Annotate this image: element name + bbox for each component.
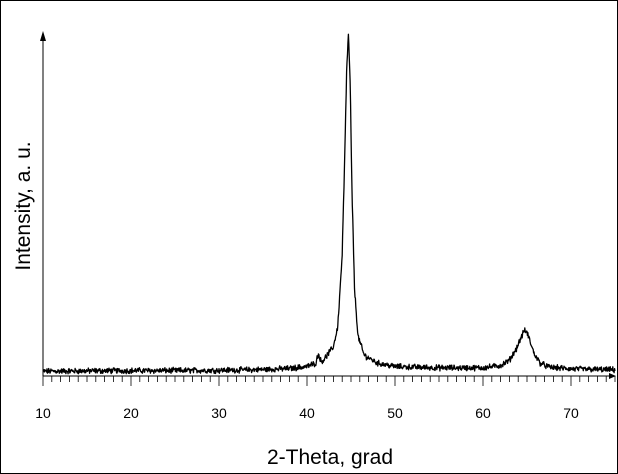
x-tick-labels: 10 20 30 40 50 60 70: [35, 405, 579, 421]
x-tick-label: 20: [123, 405, 139, 421]
axes: [40, 31, 616, 379]
x-tick-label: 50: [387, 405, 403, 421]
x-tick-label: 60: [475, 405, 491, 421]
x-axis-arrow: [609, 373, 616, 379]
intensity-series-line: [42, 33, 616, 375]
y-axis-arrow: [40, 31, 46, 41]
x-tick-label: 10: [35, 405, 51, 421]
x-tick-label: 30: [211, 405, 227, 421]
y-axis-title: Intensity, a. u.: [12, 141, 35, 270]
x-axis-title: 2-Theta, grad: [267, 446, 393, 469]
x-ticks: [42, 376, 616, 386]
x-tick-label: 70: [563, 405, 579, 421]
x-tick-label: 40: [299, 405, 315, 421]
